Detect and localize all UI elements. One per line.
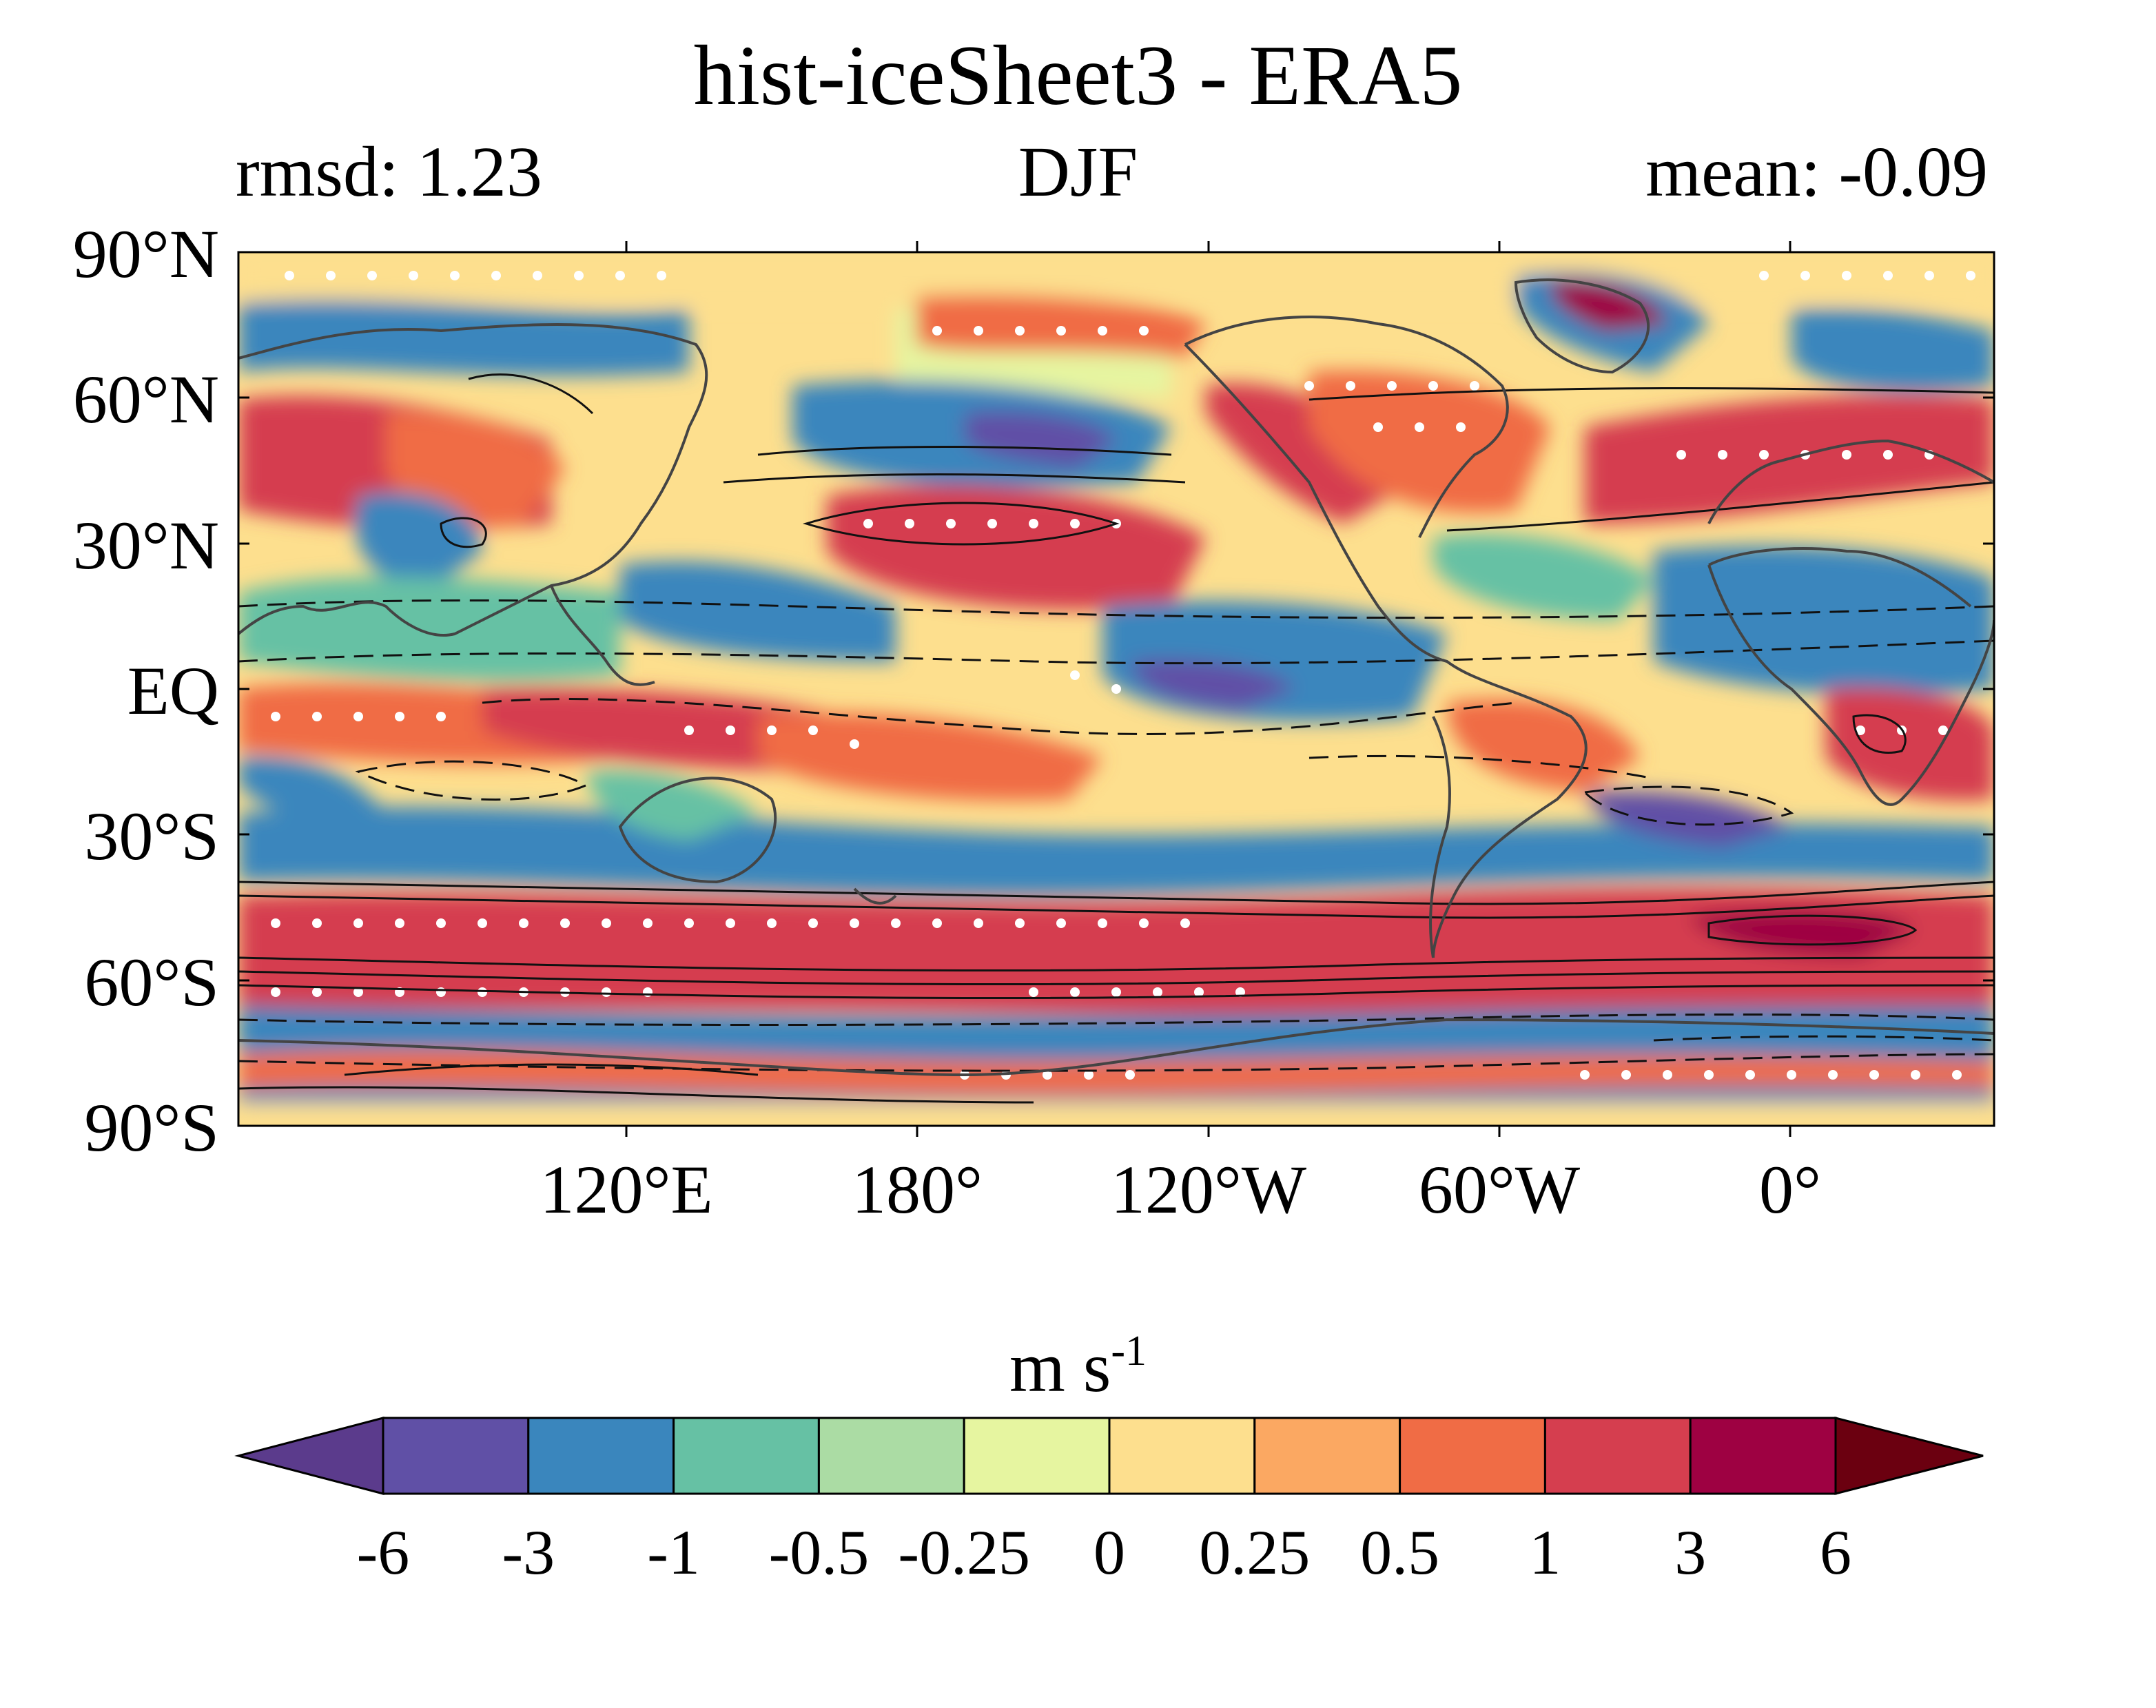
colorbar-swatch xyxy=(527,1417,675,1495)
plot-title: hist-iceSheet3 - ERA5 xyxy=(693,28,1463,123)
colorbar-tick-labels: -6 -3 -1 -0.5 -0.25 0 0.25 0.5 1 3 6 xyxy=(357,1517,1851,1587)
climatology-contours-negative xyxy=(238,599,1994,1072)
colorbar-tick-label: 3 xyxy=(1674,1517,1706,1587)
colorbar-units: m s-1 xyxy=(0,1330,2156,1403)
lon-tick-marks xyxy=(625,241,1791,1137)
climatology-contours xyxy=(238,373,1994,1104)
colorbar-tick-label: 0.25 xyxy=(1199,1517,1310,1587)
lat-label-90n: 90°N xyxy=(73,216,219,292)
rmsd-label: rmsd: 1.23 xyxy=(236,132,542,212)
lat-label-60n: 60°N xyxy=(73,361,219,438)
lon-label-180: 180° xyxy=(852,1151,983,1228)
colorbar-tick-label: 0.5 xyxy=(1360,1517,1439,1587)
colorbar-extend-min xyxy=(234,1417,384,1495)
colorbar-extend-max xyxy=(1834,1417,1984,1495)
colorbar-tick-label: -1 xyxy=(647,1517,700,1587)
map-panel xyxy=(238,252,1994,1126)
colorbar-tick-label: 6 xyxy=(1820,1517,1851,1587)
lon-label-120w: 120°W xyxy=(1111,1151,1307,1228)
lon-label-60w: 60°W xyxy=(1419,1151,1581,1228)
mean-label: mean: -0.09 xyxy=(1645,132,1988,212)
colorbar-swatch xyxy=(1108,1417,1256,1495)
lat-label-30n: 30°N xyxy=(73,507,219,584)
stippling xyxy=(271,271,1975,1080)
units-base: m s xyxy=(1009,1328,1111,1407)
colorbar-swatch xyxy=(1689,1417,1837,1495)
colorbar-tick-label: 0 xyxy=(1094,1517,1125,1587)
lon-label-0: 0° xyxy=(1759,1151,1821,1228)
colorbar-tick-label: -6 xyxy=(357,1517,410,1587)
colorbar-swatch xyxy=(1253,1417,1402,1495)
season-label: DJF xyxy=(1018,132,1138,212)
units-exponent: -1 xyxy=(1111,1328,1147,1375)
colorbar-tick-label: -0.25 xyxy=(898,1517,1030,1587)
colorbar-swatch xyxy=(673,1417,820,1495)
colorbar xyxy=(234,1417,1984,1495)
lat-label-eq: EQ xyxy=(127,652,219,729)
colorbar-tick-label: -3 xyxy=(502,1517,555,1587)
colorbar-tick-label: -0.5 xyxy=(769,1517,870,1587)
colorbar-swatch xyxy=(1399,1417,1546,1495)
lat-label-60s: 60°S xyxy=(84,944,219,1020)
colorbar-swatch xyxy=(963,1417,1111,1495)
lat-tick-marks xyxy=(238,251,1994,1127)
colorbar-swatch xyxy=(382,1417,530,1495)
colorbar-tick-label: 1 xyxy=(1529,1517,1561,1587)
colorbar-swatch xyxy=(817,1417,965,1495)
coastlines xyxy=(238,278,1994,1077)
colorbar-swatch xyxy=(1543,1417,1692,1495)
lat-label-90s: 90°S xyxy=(84,1089,219,1166)
lat-label-30s: 30°S xyxy=(84,798,219,874)
lon-label-120e: 120°E xyxy=(540,1151,712,1228)
